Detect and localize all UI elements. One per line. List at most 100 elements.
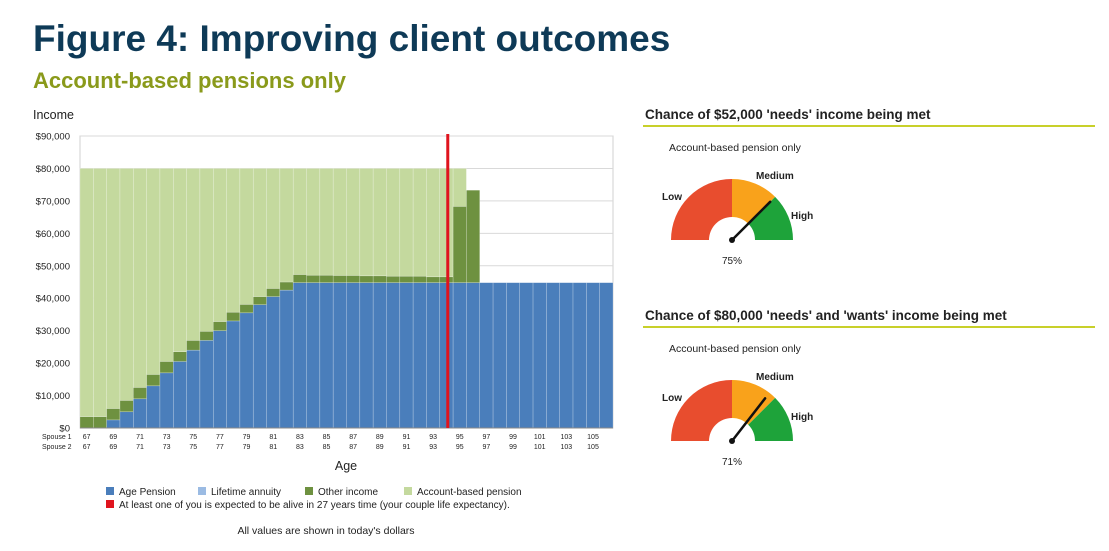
bar-segment <box>93 168 107 417</box>
gauge-needle <box>730 397 767 443</box>
gauge-high-zone <box>748 196 793 240</box>
x-tick-label: 81 <box>269 444 277 451</box>
x-tick-label: 75 <box>189 434 197 441</box>
y-tick-label: $10,000 <box>36 391 70 402</box>
x-tick-label: 69 <box>109 444 117 451</box>
x-tick-label: 73 <box>163 444 171 451</box>
gauge-medium-zone <box>732 179 776 224</box>
bar-segment <box>372 275 387 283</box>
y-tick-label: $20,000 <box>36 359 70 370</box>
x-row-label: Spouse 2 <box>42 444 72 451</box>
bar-segment <box>106 168 121 409</box>
x-tick-label: 97 <box>483 434 491 441</box>
x-tick-label: 89 <box>376 434 384 441</box>
bar-segment <box>466 282 480 429</box>
gauge-high-zone <box>748 397 793 441</box>
bar-segment <box>412 282 427 429</box>
bar-segment <box>186 349 201 429</box>
bar-segment <box>199 331 214 341</box>
bar-segment <box>199 340 214 429</box>
x-tick-label: 85 <box>323 434 331 441</box>
bar-segment <box>239 168 254 305</box>
gauge-low-zone <box>671 380 732 441</box>
legend-swatch <box>404 487 412 495</box>
bar-segment <box>279 289 294 429</box>
bar-segment <box>399 168 414 277</box>
x-tick-label: 93 <box>429 444 437 451</box>
bar-segment <box>452 282 467 429</box>
gauge-2-title: Chance of $80,000 'needs' and 'wants' in… <box>645 308 1007 323</box>
bar-segment <box>319 274 334 283</box>
bar-segment <box>306 274 321 283</box>
bar-segment <box>426 168 441 278</box>
legend-label: Account-based pension <box>417 487 522 498</box>
x-tick-label: 89 <box>376 444 384 451</box>
x-tick-label: 91 <box>403 444 411 451</box>
x-tick-label: 69 <box>109 434 117 441</box>
x-tick-label: 71 <box>136 444 144 451</box>
gauge-2-divider <box>643 326 1095 328</box>
bar-segment <box>159 361 174 374</box>
gauge-medium-zone <box>732 380 776 425</box>
x-tick-label: 81 <box>269 434 277 441</box>
bar-segment <box>252 168 267 297</box>
bar-segment <box>252 296 267 305</box>
bar-segment <box>213 168 227 322</box>
bar-segment <box>586 282 600 429</box>
bar-segment <box>359 275 374 283</box>
x-tick-label: 99 <box>509 434 517 441</box>
y-tick-label: $30,000 <box>36 326 70 337</box>
x-tick-label: 105 <box>587 444 599 451</box>
x-tick-label: 75 <box>189 444 197 451</box>
gauge-2-subtitle: Account-based pension only <box>669 343 801 355</box>
bar-segment <box>412 168 427 277</box>
legend-label: Lifetime annuity <box>211 487 281 498</box>
bar-segment <box>119 400 134 413</box>
bar-segment <box>372 168 387 277</box>
bar-segment <box>412 275 427 283</box>
legend-swatch <box>106 500 114 508</box>
y-tick-label: $70,000 <box>36 196 70 207</box>
bar-segment <box>186 340 201 351</box>
y-tick-label: $90,000 <box>36 132 70 143</box>
bar-segment <box>226 320 241 429</box>
bar-segment <box>306 282 321 429</box>
x-tick-label: 83 <box>296 444 304 451</box>
gauge-value: 75% <box>722 256 742 267</box>
bar-segment <box>479 282 494 429</box>
y-tick-label: $80,000 <box>36 164 70 175</box>
bar-segment <box>266 296 281 429</box>
bar-segment <box>252 304 267 429</box>
gauge-low-label: Low <box>662 393 682 404</box>
gauge-1-dial: Low Medium High 75% <box>662 171 813 267</box>
bar-segment <box>292 282 307 429</box>
gauge-high-label: High <box>791 412 813 423</box>
gauge-medium-label: Medium <box>756 171 794 182</box>
bar-segment <box>186 168 201 341</box>
bar-segment <box>173 351 187 362</box>
y-tick-label: $60,000 <box>36 229 70 240</box>
bar-segment <box>173 168 187 353</box>
x-tick-label: 105 <box>587 434 599 441</box>
bar-segment <box>452 206 467 283</box>
bar-segment <box>426 276 441 283</box>
bar-segment <box>346 275 361 283</box>
x-tick-label: 103 <box>561 444 573 451</box>
bar-segment <box>332 282 347 429</box>
gauge-low-zone <box>671 179 732 240</box>
bar-segment <box>266 168 281 289</box>
page-subtitle: Account-based pensions only <box>33 68 346 93</box>
bar-segment <box>146 168 161 375</box>
page-title: Figure 4: Improving client outcomes <box>33 18 671 59</box>
x-tick-label: 67 <box>83 434 91 441</box>
x-axis-label: Age <box>335 459 357 473</box>
legend-label: Other income <box>318 487 378 498</box>
legend-label: At least one of you is expected to be al… <box>119 500 510 511</box>
x-tick-labels: Spouse 1 67 69 71 73 75 77 79 81 83 85 87 89 91 93 95 97… <box>42 434 599 451</box>
x-tick-label: 87 <box>349 444 357 451</box>
x-tick-label: 71 <box>136 434 144 441</box>
x-tick-label: 83 <box>296 434 304 441</box>
bar-segment <box>266 288 281 297</box>
bar-segment <box>199 168 214 332</box>
bar-segment <box>133 398 147 429</box>
